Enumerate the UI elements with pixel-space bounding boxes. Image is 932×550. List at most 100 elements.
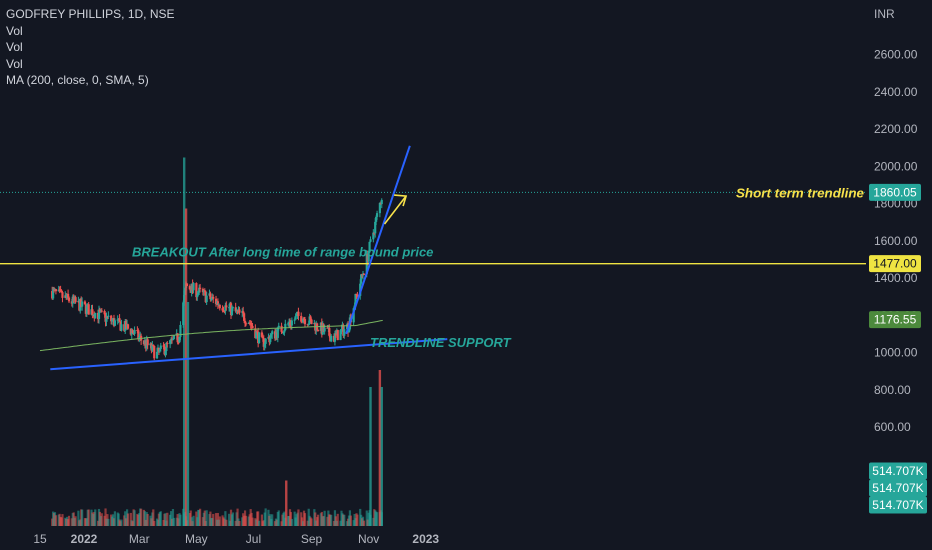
breakout-annotation: BREAKOUT After long time of range bound …	[132, 245, 433, 260]
volume-bar	[290, 518, 293, 526]
volume-bar	[236, 508, 239, 526]
volume-bar	[166, 512, 169, 526]
candle-body	[205, 295, 208, 303]
candle-body	[223, 310, 226, 312]
volume-badge-text: 514.707K	[872, 481, 923, 495]
candle-body	[153, 345, 156, 359]
candle-body	[133, 329, 136, 334]
volume-bar	[356, 514, 359, 526]
candle-body	[113, 320, 117, 326]
volume-bar	[172, 517, 175, 526]
candle-body	[242, 311, 245, 314]
candle-body	[294, 316, 297, 320]
ma-value-badge-text: 1176.55	[874, 313, 917, 327]
candle-body	[81, 301, 84, 307]
volume-spike	[380, 387, 383, 526]
candle-body	[177, 342, 180, 344]
short-term-trendline[interactable]	[345, 145, 411, 335]
volume-spike	[369, 387, 372, 526]
candle-body	[293, 319, 296, 321]
candle-body	[60, 290, 63, 293]
candle-body	[100, 310, 103, 312]
candle-body	[195, 283, 198, 298]
candle-body	[118, 318, 121, 322]
volume-bar	[152, 509, 155, 526]
candle-body	[94, 312, 97, 319]
volume-bar	[343, 514, 346, 526]
volume-badge: 514.707K	[869, 496, 927, 514]
candle-body	[374, 221, 377, 234]
support-trendline[interactable]	[50, 338, 448, 371]
volume-bar	[271, 514, 274, 526]
time-axis-label: Mar	[129, 532, 150, 546]
volume-bar	[192, 515, 195, 526]
volume-bar	[81, 509, 84, 526]
volume-bar	[314, 512, 317, 526]
candle-body	[221, 308, 224, 311]
candle-body	[295, 314, 298, 317]
volume-bar	[323, 510, 326, 526]
candles	[51, 198, 383, 361]
volume-bar	[310, 518, 313, 526]
candle-body	[210, 298, 213, 300]
candle-body	[310, 319, 313, 325]
legend-line-vol-3: Vol	[6, 56, 23, 71]
candle-body	[131, 330, 134, 334]
volume-bar	[171, 509, 175, 526]
candle-body	[308, 316, 311, 324]
ma-value-badge: 1176.55	[869, 311, 921, 329]
arrow-shaft[interactable]	[383, 195, 407, 225]
candle-body	[260, 332, 264, 337]
volume-bar	[277, 510, 280, 526]
candle-body	[367, 252, 370, 262]
candle-body	[188, 286, 191, 290]
candle-body	[87, 304, 90, 315]
candle-body	[255, 331, 258, 339]
candle-body	[67, 297, 71, 302]
candle-body	[372, 232, 375, 240]
volume-bar	[126, 513, 130, 526]
candle-body	[103, 311, 106, 315]
price-axis-tick: 1400.00	[874, 271, 918, 285]
price-axis-tick: 1000.00	[874, 346, 918, 360]
candle-body	[307, 323, 310, 325]
price-axis-currency: INR	[874, 7, 895, 21]
volume-bar	[129, 512, 132, 526]
last-price-badge: 1860.05	[869, 183, 921, 201]
candle-body	[209, 293, 212, 300]
candle-body	[155, 351, 159, 359]
time-axis-label: 2023	[412, 532, 439, 546]
candle-body	[270, 334, 273, 338]
candle-body	[66, 293, 70, 298]
candle-body	[91, 309, 94, 316]
volume-bar	[231, 512, 234, 526]
candle-body	[97, 309, 101, 320]
volume-bar	[104, 508, 107, 526]
candle-body	[354, 293, 357, 306]
volume-badge-text: 514.707K	[872, 498, 923, 512]
candle-body	[243, 320, 247, 324]
candle-body	[52, 289, 55, 299]
volume-bar	[225, 519, 228, 526]
candle-body	[323, 327, 326, 332]
candle-body	[375, 213, 379, 217]
candle-body	[198, 287, 201, 293]
volume-badge: 514.707K	[869, 462, 927, 480]
time-axis-label: Nov	[358, 532, 379, 546]
candle-body	[151, 344, 154, 351]
candle-body	[362, 273, 366, 275]
volume-bar	[228, 513, 231, 526]
volume-bar	[179, 514, 182, 526]
candle-body	[330, 335, 333, 342]
candle-body	[277, 325, 280, 328]
candle-body	[196, 294, 199, 298]
candle-body	[106, 316, 109, 318]
legend-line-vol-1: Vol	[6, 23, 23, 38]
volume-bar	[67, 515, 71, 526]
candle-body	[271, 331, 274, 335]
time-axis-label: 2022	[71, 532, 98, 546]
candle-body	[199, 287, 202, 289]
volume-spike	[378, 370, 382, 526]
volume-spike	[184, 208, 188, 526]
